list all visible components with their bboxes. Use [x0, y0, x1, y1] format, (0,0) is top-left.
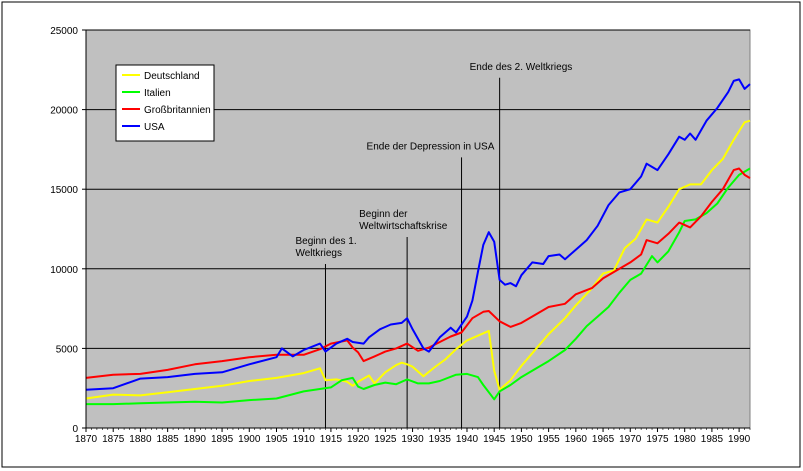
series-line-italien: [86, 167, 751, 406]
x-tick-label: 1910: [293, 434, 316, 445]
x-tick-label: 1960: [565, 434, 588, 445]
y-tick-label: 25000: [50, 26, 78, 37]
y-tick-label: 15000: [50, 185, 78, 196]
event-label: Ende der Depression in USA: [367, 141, 495, 152]
event-lines: [324, 77, 501, 428]
x-tick-label: 1965: [592, 434, 615, 445]
y-tick-label: 10000: [50, 265, 78, 276]
series-line-usa: [85, 78, 751, 391]
axes: 0 5000 10000 15000 20000 25000 1870 1875 1880 188…: [50, 26, 750, 445]
x-tick-label: 1885: [157, 434, 180, 445]
event-label: Weltwirtschaftskrise: [359, 221, 448, 232]
x-tick-label: 1870: [75, 434, 98, 445]
legend: Deutschland Italien Großbritannien USA: [115, 64, 215, 142]
x-tick-label: 1915: [320, 434, 343, 445]
x-tick-label: 1975: [646, 434, 669, 445]
y-tick-label: 20000: [50, 106, 78, 117]
x-tick-label: 1935: [429, 434, 452, 445]
x-tick-label: 1945: [483, 434, 506, 445]
event-label: Beginn der: [359, 209, 408, 220]
x-tick-label: 1980: [674, 434, 697, 445]
x-tick-label: 1875: [102, 434, 125, 445]
x-tick-label: 1930: [401, 434, 424, 445]
x-tick-label: 1925: [374, 434, 397, 445]
series-line-großbritannien: [85, 167, 751, 379]
annotations: Beginn des 1.Weltkriegs Beginn derWeltwir…: [295, 62, 572, 259]
legend-label: USA: [144, 122, 165, 133]
x-tick-label: 1940: [456, 434, 479, 445]
x-tick-label: 1990: [728, 434, 751, 445]
legend-label: Deutschland: [144, 71, 200, 82]
series-line-deutschland: [85, 119, 751, 400]
x-tick-label: 1895: [211, 434, 234, 445]
x-tick-label: 1880: [129, 434, 152, 445]
series-lines: [85, 78, 751, 406]
event-label: Beginn des 1.: [295, 236, 356, 247]
event-label: Weltkriegs: [295, 248, 342, 259]
x-tick-label: 1950: [510, 434, 533, 445]
x-tick-label: 1890: [184, 434, 207, 445]
x-tick-label: 1970: [619, 434, 642, 445]
legend-box: [115, 64, 215, 142]
y-tick-label: 0: [72, 424, 78, 435]
legend-label: Großbritannien: [144, 105, 211, 116]
y-tick-label: 5000: [56, 344, 79, 355]
x-tick-label: 1955: [537, 434, 560, 445]
legend-label: Italien: [144, 88, 171, 99]
x-tick-label: 1985: [701, 434, 724, 445]
event-label: Ende des 2. Weltkriegs: [470, 62, 573, 73]
x-tick-label: 1905: [265, 434, 288, 445]
x-tick-label: 1900: [238, 434, 261, 445]
x-tick-label: 1920: [347, 434, 370, 445]
